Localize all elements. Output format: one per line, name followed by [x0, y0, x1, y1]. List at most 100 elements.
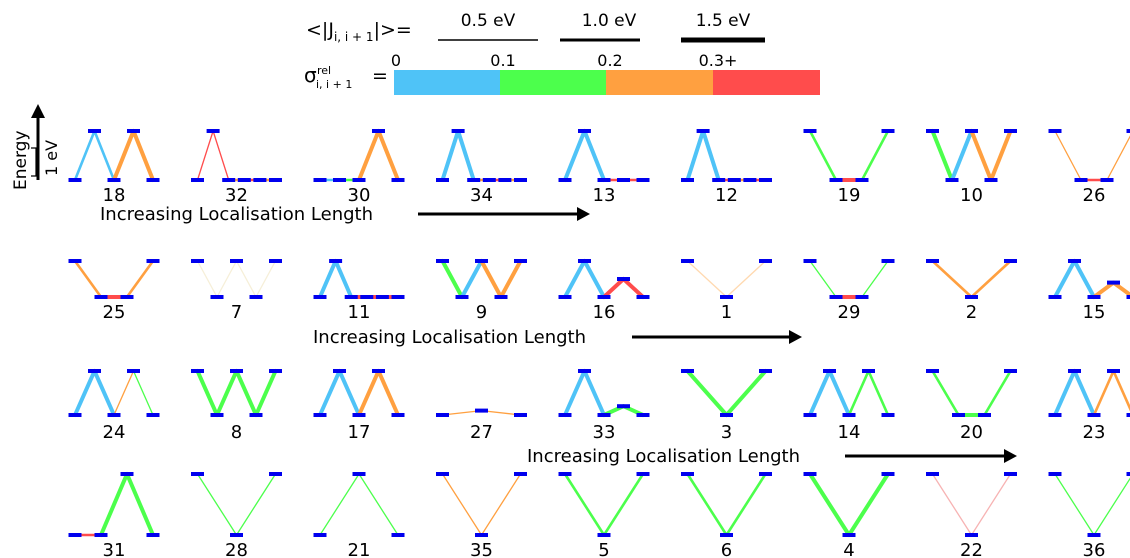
site-marker — [391, 533, 405, 537]
motif-19: 19 — [803, 129, 895, 206]
site-marker — [249, 295, 263, 299]
site-marker — [1048, 295, 1062, 299]
motif-20: 20 — [926, 369, 1017, 443]
coupling-bond — [212, 130, 230, 181]
motif-34: 34 — [436, 129, 527, 206]
site-marker — [1107, 369, 1120, 373]
site-marker — [862, 369, 875, 373]
site-marker — [803, 259, 817, 263]
site-marker — [1087, 413, 1101, 417]
site-marker — [333, 178, 346, 182]
site-marker — [636, 178, 650, 182]
arrow-head — [1004, 449, 1017, 463]
localisation-arrow: Increasing Localisation Length — [313, 327, 802, 348]
site-marker — [375, 295, 389, 299]
site-marker — [558, 413, 572, 417]
site-marker — [1048, 413, 1062, 417]
site-marker — [1126, 413, 1130, 417]
site-marker — [191, 369, 204, 373]
site-marker — [1068, 259, 1081, 263]
coupling-bond — [215, 369, 239, 417]
site-marker — [952, 413, 965, 417]
site-marker — [597, 533, 611, 537]
site-marker — [269, 178, 282, 182]
motif-22: 22 — [926, 472, 1017, 558]
motif-id-label: 12 — [715, 185, 738, 206]
site-marker — [467, 178, 481, 182]
site-marker — [391, 178, 405, 182]
site-marker — [681, 178, 694, 182]
coupling-bond — [93, 129, 116, 182]
site-marker — [206, 129, 220, 133]
motif-id-label: 2 — [966, 302, 977, 323]
site-marker — [578, 369, 591, 373]
motif-35: 35 — [436, 472, 527, 558]
coupling-bond — [196, 260, 218, 298]
motif-16: 16 — [558, 259, 650, 323]
coupling-bond — [195, 369, 219, 417]
coupling-bond — [861, 260, 889, 298]
site-marker — [146, 259, 160, 263]
site-marker — [475, 259, 488, 263]
site-marker — [1004, 369, 1017, 373]
site-marker — [475, 533, 488, 537]
site-marker — [210, 413, 224, 417]
site-marker — [636, 472, 650, 476]
site-marker — [1004, 472, 1017, 476]
motif-id-label: 5 — [598, 540, 609, 558]
site-marker — [68, 413, 82, 417]
motif-id-label: 1 — [721, 302, 732, 323]
site-marker — [191, 259, 204, 263]
site-marker — [881, 472, 895, 476]
coupling-bond — [867, 369, 890, 417]
coupling-bond — [440, 129, 461, 182]
site-marker — [436, 413, 449, 417]
motif-17: 17 — [313, 369, 405, 443]
coupling-bond — [1092, 369, 1115, 417]
coupling-bond — [1053, 259, 1077, 299]
site-marker — [855, 178, 869, 182]
motif-id-label: 32 — [225, 185, 248, 206]
coupling-bond — [376, 129, 400, 182]
site-marker — [759, 259, 772, 263]
coupling-bond — [930, 129, 954, 182]
site-marker — [720, 295, 733, 299]
site-marker — [514, 178, 527, 182]
coupling-bond — [333, 259, 354, 299]
motif-id-label: 36 — [1083, 540, 1106, 558]
coupling-bond — [73, 129, 96, 182]
site-marker — [120, 472, 134, 476]
coupling-bond — [582, 369, 606, 417]
motif-11: 11 — [313, 259, 405, 323]
motif-id-label: 16 — [593, 302, 616, 323]
site-marker — [107, 178, 121, 182]
motif-6: 6 — [681, 472, 772, 558]
coupling-bond — [950, 129, 974, 182]
colorbar-segment-green — [500, 70, 606, 95]
coupling-bond — [319, 473, 360, 536]
site-marker — [68, 259, 82, 263]
motif-id-label: 18 — [103, 185, 126, 206]
coupling-bond — [337, 369, 361, 417]
coupling-bond — [602, 277, 626, 299]
motif-id-label: 24 — [103, 422, 126, 443]
site-marker — [146, 178, 160, 182]
coupling-bond — [808, 129, 838, 182]
site-marker — [759, 178, 772, 182]
site-marker — [107, 413, 121, 417]
coupling-bond — [808, 472, 851, 537]
site-marker — [222, 178, 236, 182]
coupling-bond — [254, 369, 278, 417]
motif-28: 28 — [191, 472, 282, 558]
coupling-bond — [931, 259, 973, 299]
site-marker — [926, 259, 939, 263]
site-marker — [803, 413, 817, 417]
coupling-bond — [131, 129, 155, 182]
arrow-head — [789, 330, 802, 344]
motif-10: 10 — [926, 129, 1017, 206]
motif-id-label: 6 — [721, 540, 732, 558]
coupling-bond — [582, 259, 606, 299]
site-marker — [558, 472, 572, 476]
